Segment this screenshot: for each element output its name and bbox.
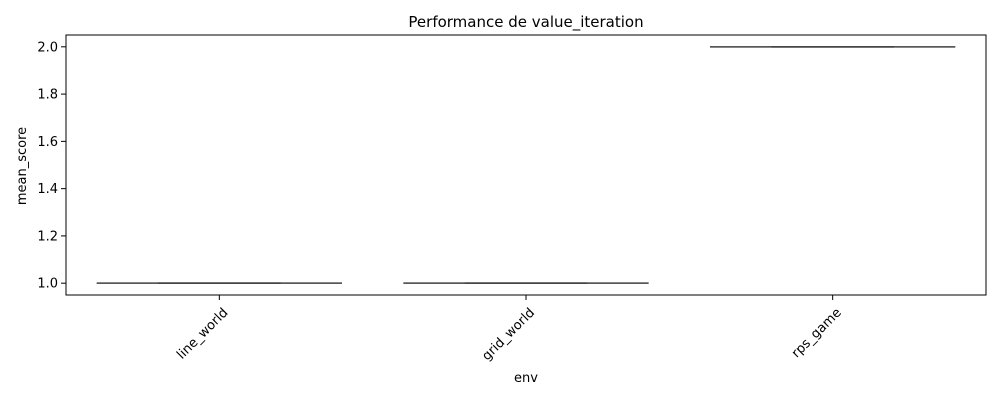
y-axis-ticks: 1.0 1.2 1.4 1.6 1.8 2.0	[37, 40, 66, 292]
y-tick-label: 1.8	[37, 88, 58, 103]
x-axis-label: env	[514, 371, 538, 386]
chart-title: Performance de value_iteration	[408, 13, 643, 32]
x-axis-ticks: line_world grid_world rps_game	[174, 295, 845, 364]
y-tick-label: 1.6	[37, 135, 58, 150]
x-tick-label: grid_world	[480, 305, 539, 364]
x-tick-label: rps_game	[789, 305, 845, 361]
y-axis-label: mean_score	[15, 127, 30, 205]
y-tick-label: 1.0	[37, 277, 58, 292]
box-series	[96, 46, 956, 284]
y-tick-label: 1.2	[37, 229, 58, 244]
y-tick-label: 2.0	[37, 40, 58, 55]
y-tick-label: 1.4	[37, 182, 58, 197]
plot-frame	[65, 34, 987, 296]
x-tick-label: line_world	[174, 305, 231, 362]
